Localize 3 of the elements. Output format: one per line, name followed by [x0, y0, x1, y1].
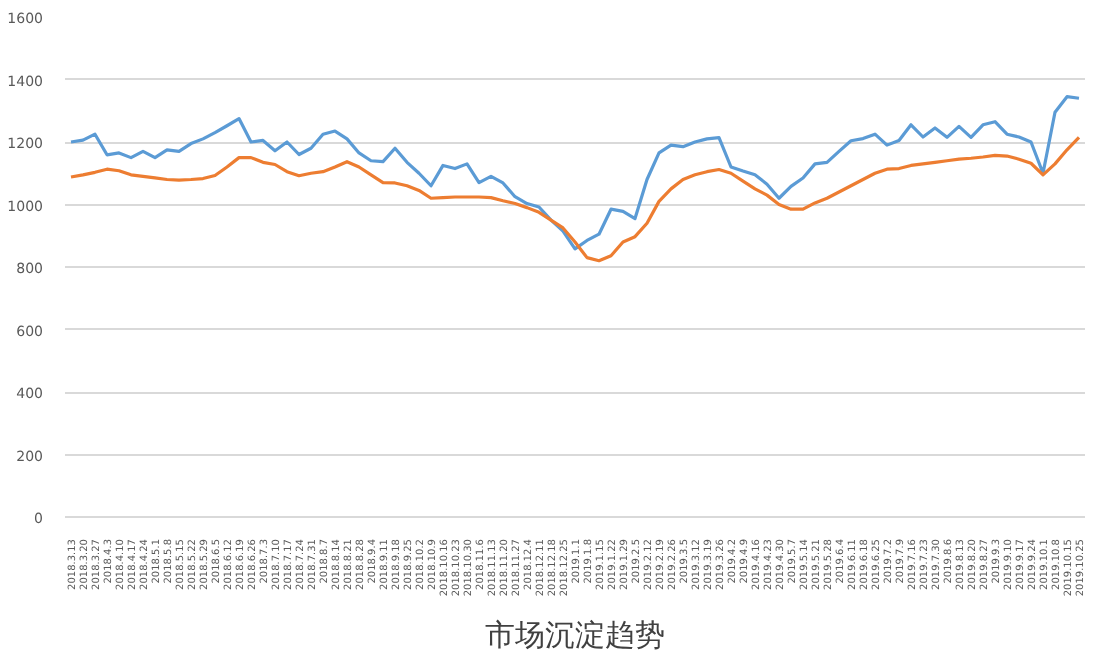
line-series: [69, 135, 1081, 263]
line-series: [69, 95, 1081, 251]
text: 市场沉淀趋势: [485, 617, 665, 653]
